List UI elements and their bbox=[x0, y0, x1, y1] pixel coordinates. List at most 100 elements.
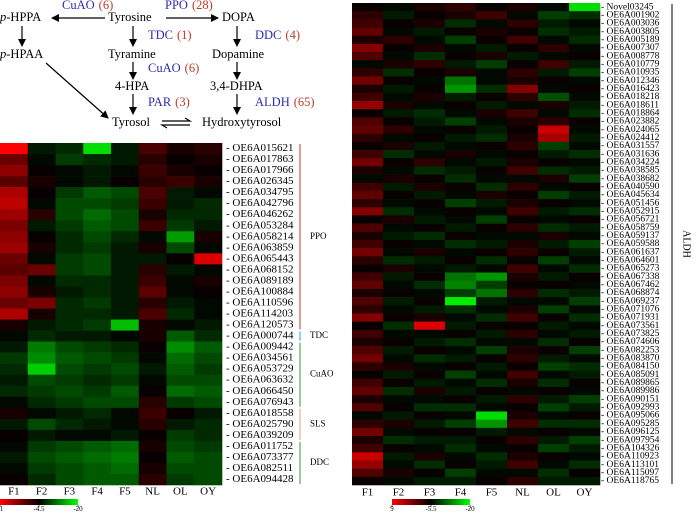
heat-cell bbox=[383, 427, 415, 437]
heat-cell bbox=[445, 199, 477, 208]
heat-cell bbox=[569, 207, 601, 216]
row-label: - OE6A073825 bbox=[601, 329, 660, 339]
heat-cell bbox=[83, 231, 112, 243]
heat-cell bbox=[111, 165, 140, 177]
heat-cell bbox=[476, 362, 508, 371]
heat-cell bbox=[476, 280, 508, 290]
heat-cell bbox=[55, 154, 84, 166]
heat-cell bbox=[445, 305, 477, 314]
heat-cell bbox=[0, 297, 29, 309]
heat-cell bbox=[538, 117, 570, 126]
heat-cell bbox=[194, 220, 223, 232]
heat-cell bbox=[414, 109, 446, 118]
heat-cell bbox=[507, 101, 539, 110]
row-label: - OE6A071931 bbox=[601, 313, 660, 323]
heat-cell bbox=[445, 141, 477, 151]
column-label: F2 bbox=[393, 487, 405, 499]
row-label: - OE6A059588 bbox=[601, 239, 660, 249]
heat-cell bbox=[83, 407, 112, 420]
heat-cell bbox=[476, 248, 508, 257]
heat-cell bbox=[414, 280, 446, 290]
compound: Tyrosine bbox=[108, 10, 152, 24]
heat-cell bbox=[0, 154, 29, 166]
heat-cell bbox=[538, 92, 570, 102]
heat-cell bbox=[569, 199, 601, 208]
heat-cell bbox=[83, 165, 112, 177]
heat-cell bbox=[383, 305, 415, 314]
heat-cell bbox=[27, 429, 56, 442]
row-label: - OE6A074606 bbox=[601, 337, 660, 347]
heat-cell bbox=[476, 76, 508, 85]
color-bar-label: -4.5 bbox=[33, 505, 45, 513]
heat-cell bbox=[138, 374, 167, 387]
column-label: OY bbox=[200, 486, 216, 498]
heat-cell bbox=[27, 396, 56, 409]
heat-cell bbox=[507, 321, 539, 331]
heat-cell bbox=[138, 473, 167, 486]
heat-cell bbox=[352, 199, 384, 208]
heat-cell bbox=[166, 341, 195, 353]
heat-cell bbox=[569, 239, 601, 249]
compound: Hydroxytyrosol bbox=[202, 115, 282, 129]
heat-cell bbox=[507, 190, 539, 200]
heat-cell bbox=[569, 444, 601, 453]
heat-cell bbox=[383, 35, 415, 45]
heat-cell bbox=[414, 125, 446, 135]
heat-cell bbox=[569, 125, 601, 135]
heat-cell bbox=[445, 435, 477, 445]
heat-cell bbox=[83, 264, 112, 276]
heat-cell bbox=[55, 198, 84, 210]
group-label: SLS bbox=[310, 418, 326, 428]
heat-cell bbox=[414, 207, 446, 216]
heat-cell bbox=[538, 215, 570, 224]
heat-cell bbox=[569, 223, 601, 233]
heat-cell bbox=[111, 220, 140, 232]
heat-cell bbox=[27, 176, 56, 188]
heat-cell bbox=[507, 199, 539, 208]
heat-cell bbox=[138, 308, 167, 320]
heat-cell bbox=[111, 154, 140, 166]
heat-cell bbox=[445, 321, 477, 331]
row-label: - OE6A031557 bbox=[601, 141, 660, 151]
heat-cell bbox=[445, 378, 477, 388]
heat-cell bbox=[383, 76, 415, 85]
heat-cell bbox=[445, 264, 477, 273]
group-label: TDC bbox=[310, 330, 328, 340]
heat-cell bbox=[507, 305, 539, 314]
heat-cell bbox=[383, 19, 415, 28]
row-label: - OE6A053729 bbox=[226, 363, 294, 375]
row-label: - OE6A097954 bbox=[601, 435, 660, 445]
row-label: - OE6A069237 bbox=[601, 296, 660, 306]
heat-cell bbox=[445, 411, 477, 420]
heat-cell bbox=[414, 370, 446, 380]
color-bar-label: -20 bbox=[73, 505, 83, 513]
heat-cell bbox=[538, 3, 570, 12]
heat-cell bbox=[55, 330, 84, 342]
heat-cell bbox=[507, 452, 539, 461]
heat-cell bbox=[476, 386, 508, 396]
heat-cell bbox=[55, 253, 84, 265]
heat-cell bbox=[27, 374, 56, 387]
heat-cell bbox=[383, 297, 415, 306]
heat-cell bbox=[476, 43, 508, 53]
heat-cell bbox=[569, 27, 601, 36]
heat-cell bbox=[166, 363, 195, 375]
heat-cell bbox=[138, 286, 167, 298]
compound: 4-HPA bbox=[115, 79, 149, 93]
heat-cell bbox=[445, 248, 477, 257]
heat-cell bbox=[0, 374, 29, 387]
row-label: - OE6A018558 bbox=[226, 407, 294, 419]
color-bar bbox=[392, 499, 470, 505]
heat-cell bbox=[111, 187, 140, 199]
heat-cell bbox=[538, 411, 570, 420]
heat-cell bbox=[538, 52, 570, 61]
heat-cell bbox=[445, 92, 477, 102]
heat-cell bbox=[414, 117, 446, 126]
heat-cell bbox=[352, 76, 384, 85]
heat-cell bbox=[538, 84, 570, 94]
heat-cell bbox=[538, 133, 570, 143]
heat-cell bbox=[352, 329, 384, 339]
heat-cell bbox=[476, 166, 508, 175]
heat-cell bbox=[445, 35, 477, 45]
